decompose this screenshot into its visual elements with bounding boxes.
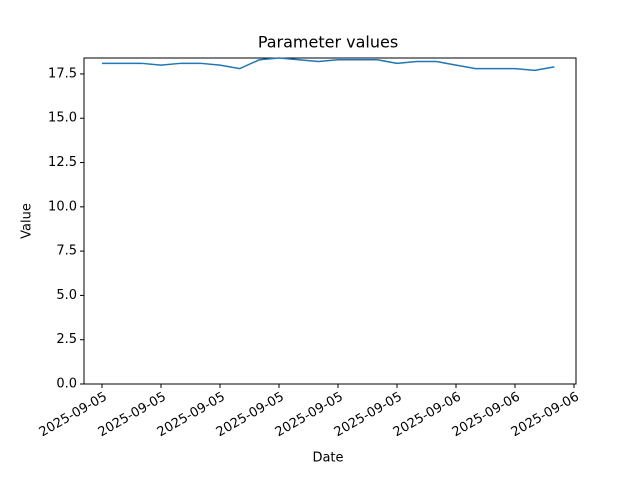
y-tick-label: 15.0 <box>48 111 77 126</box>
y-tick-label: 12.5 <box>48 155 77 170</box>
plot-frame <box>83 57 577 385</box>
y-tick-label: 2.5 <box>56 332 77 347</box>
x-axis-label: Date <box>312 451 343 466</box>
y-tick-label: 0.0 <box>56 377 77 392</box>
y-axis-label: Value <box>20 203 35 239</box>
y-tick-label: 7.5 <box>56 244 77 259</box>
chart-title: Parameter values <box>258 33 398 52</box>
y-tick-label: 17.5 <box>48 66 77 81</box>
y-tick-label: 5.0 <box>56 288 77 303</box>
data-line <box>102 57 555 72</box>
y-tick-label: 10.0 <box>48 199 77 214</box>
